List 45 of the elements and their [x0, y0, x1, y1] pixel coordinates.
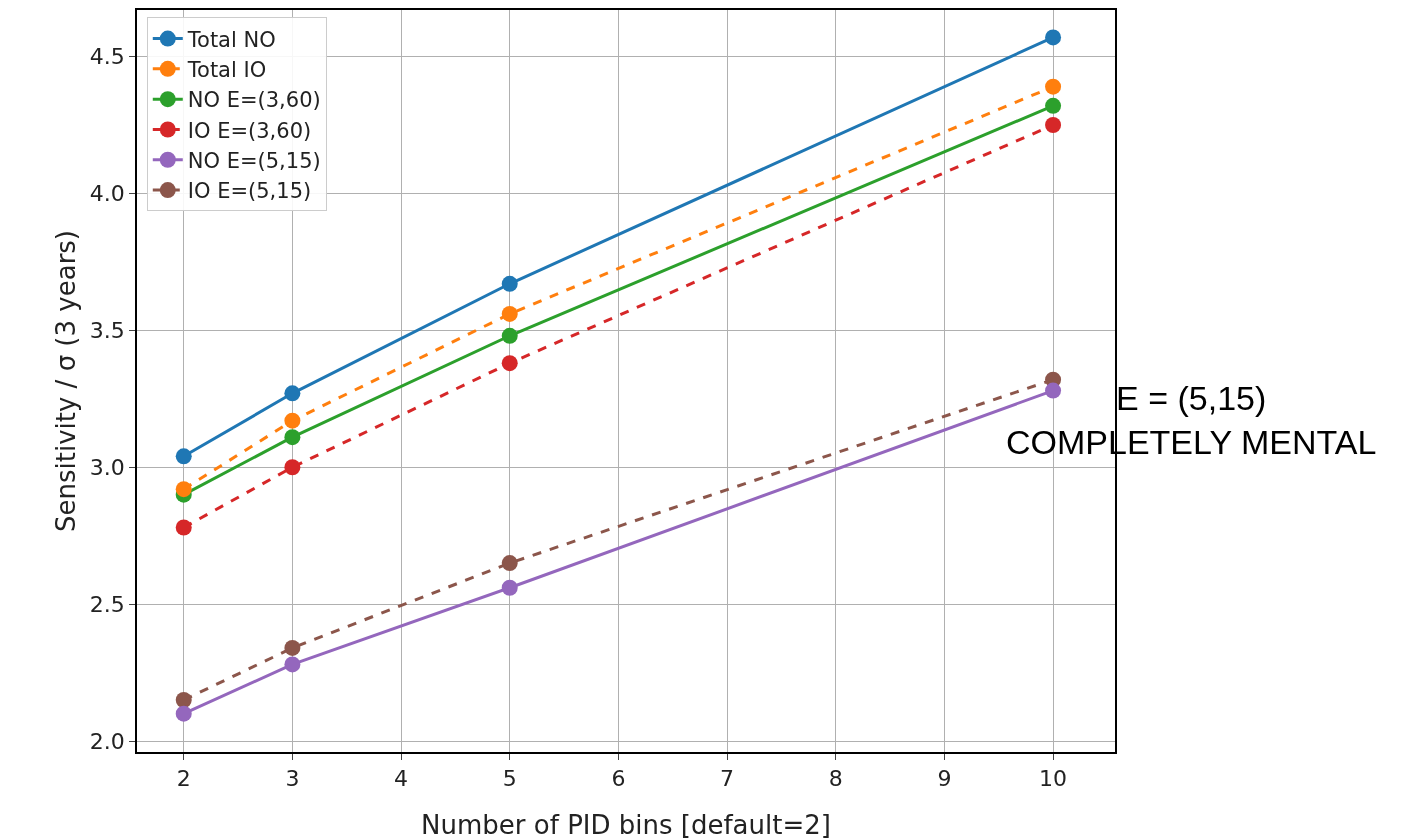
- legend-label: IO E=(3,60): [187, 118, 312, 143]
- x-tick-label: 3: [285, 766, 300, 792]
- y-tick-label: 2.0: [89, 728, 125, 754]
- y-tick-label: 3.0: [89, 454, 125, 480]
- point: [284, 656, 301, 673]
- point: [1045, 97, 1062, 114]
- legend-label: NO E=(3,60): [187, 88, 321, 113]
- point: [175, 481, 192, 498]
- legend-label: Total NO: [186, 27, 276, 52]
- legend-label: Total IO: [186, 58, 267, 83]
- x-tick-label: 8: [828, 766, 843, 792]
- x-tick-label: 2: [176, 766, 191, 792]
- x-tick-label: 6: [611, 766, 626, 792]
- point: [284, 639, 301, 656]
- point: [501, 275, 518, 292]
- x-tick-label: 10: [1039, 766, 1068, 792]
- legend-label: NO E=(5,15): [187, 148, 321, 173]
- point: [284, 412, 301, 429]
- legend-label: IO E=(5,15): [187, 179, 312, 204]
- y-tick-label: 2.5: [89, 591, 125, 617]
- point: [501, 327, 518, 344]
- point: [1045, 117, 1062, 133]
- y-tick-label: 4.5: [89, 44, 125, 70]
- y-axis-title: Sensitivity / σ (3 years): [50, 229, 81, 533]
- x-tick-label: 5: [502, 766, 517, 792]
- x-axis-title: Number of PID bins [default=2]: [421, 810, 831, 840]
- point: [175, 519, 192, 536]
- x-tick-label: 9: [937, 766, 952, 792]
- point: [1045, 78, 1062, 95]
- point: [284, 459, 301, 476]
- point: [284, 429, 301, 446]
- point: [175, 705, 192, 722]
- point: [1045, 382, 1062, 399]
- point: [501, 305, 518, 322]
- point: [175, 448, 192, 465]
- y-tick-label: 4.0: [89, 181, 125, 207]
- point: [284, 385, 301, 402]
- y-tick-label: 3.5: [89, 318, 125, 344]
- point: [175, 691, 192, 708]
- x-tick-label: 7: [720, 766, 735, 792]
- point: [501, 579, 518, 596]
- point: [501, 355, 518, 372]
- x-tick-label: 4: [394, 766, 409, 792]
- point: [1045, 29, 1062, 46]
- point: [501, 555, 518, 572]
